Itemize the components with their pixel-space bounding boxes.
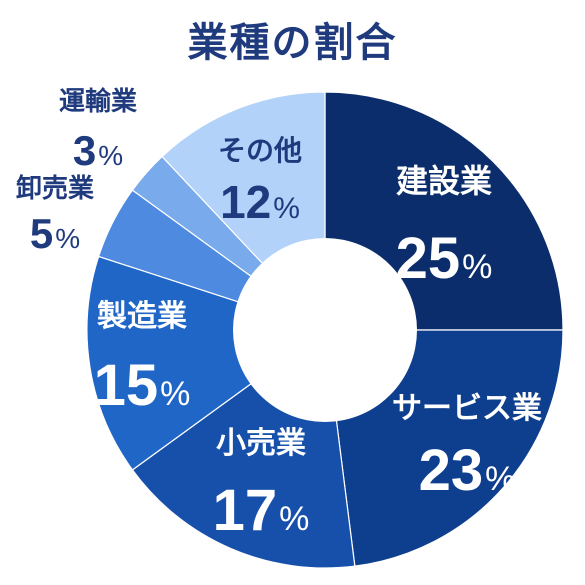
label-manufacturing-value: 15% [94, 353, 191, 418]
donut-hole [233, 238, 417, 422]
label-service-name: サービス業 [392, 391, 542, 426]
label-retail-name: 小売業 [216, 426, 306, 461]
label-other-value: 12% [220, 176, 300, 228]
labels-group: 建設業 25% サービス業 23% 小売業 17% 製造業 15% 卸売業 5% 運輸業 3% その他 1… [16, 86, 542, 543]
label-retail-value: 17% [213, 478, 310, 543]
label-transport-name: 運輸業 [59, 86, 137, 117]
label-construction-name: 建設業 [396, 162, 492, 200]
label-manufacturing-name: 製造業 [97, 299, 187, 334]
label-wholesale-name: 卸売業 [16, 173, 94, 204]
label-other-name: その他 [218, 134, 302, 167]
label-wholesale-value: 5% [30, 210, 80, 257]
label-service-value: 23% [419, 438, 516, 503]
slice-manufacturing [86, 255, 327, 471]
chart-title: 業種の割合 [187, 20, 398, 66]
label-transport-value: 3% [73, 127, 123, 174]
label-construction-value: 25% [396, 226, 493, 291]
